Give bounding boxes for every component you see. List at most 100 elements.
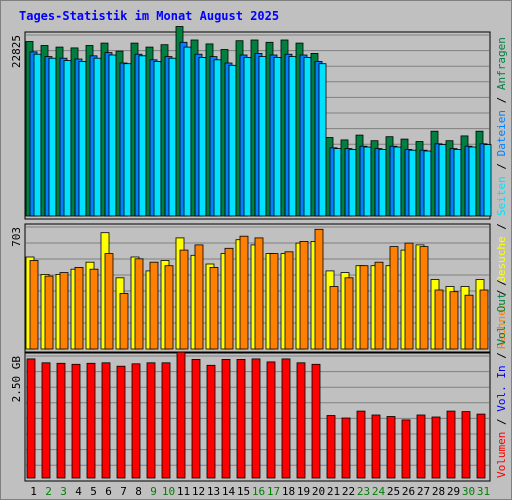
bar-pages-day-24 — [378, 148, 387, 217]
bar-hosts-day-8 — [134, 258, 144, 350]
x-tick-label-day-15: 15 — [237, 485, 250, 498]
bar-volume-day-17 — [266, 361, 276, 479]
bar-hosts-day-16 — [254, 237, 264, 350]
legend-part: / — [495, 346, 508, 366]
bar-volume-day-16 — [251, 358, 261, 479]
x-tick-label-day-5: 5 — [90, 485, 97, 498]
x-tick-label-day-14: 14 — [222, 485, 236, 498]
legend-part: Vol. In — [495, 365, 508, 411]
bar-hosts-day-24 — [374, 261, 384, 350]
bar-hosts-day-31 — [479, 289, 489, 350]
legend-part: / — [495, 156, 508, 176]
bar-hosts-day-13 — [209, 266, 219, 350]
bar-volume-day-3 — [56, 362, 66, 479]
x-tick-label-day-29: 29 — [447, 485, 460, 498]
x-tick-label-day-16: 16 — [252, 485, 265, 498]
bar-pages-day-18 — [288, 56, 297, 217]
bar-volume-day-13 — [206, 364, 216, 479]
x-tick-label-day-9: 9 — [150, 485, 157, 498]
bar-pages-day-1 — [33, 53, 42, 217]
bar-hosts-day-19 — [299, 240, 309, 350]
panel-2-max-label: 703 — [10, 227, 23, 247]
x-tick-label-day-26: 26 — [402, 485, 415, 498]
bar-hosts-day-30 — [464, 294, 474, 350]
bar-volume-day-1 — [26, 358, 36, 479]
bar-hosts-day-5 — [89, 268, 99, 350]
bar-hosts-day-20 — [314, 228, 324, 350]
bar-hosts-day-18 — [284, 251, 294, 350]
bar-pages-day-17 — [273, 57, 282, 217]
bar-pages-day-5 — [93, 57, 102, 217]
bar-hosts-day-25 — [389, 246, 399, 350]
x-tick-label-day-17: 17 — [267, 485, 280, 498]
legend-part: / — [495, 412, 508, 432]
bar-volume-day-5 — [86, 362, 96, 479]
bar-pages-day-9 — [153, 61, 162, 217]
x-tick-label-day-23: 23 — [357, 485, 370, 498]
bar-pages-day-10 — [168, 57, 177, 217]
panel-3-legend: Volumen / Vol. In / Vol. Out / — [495, 279, 508, 478]
x-tick-label-day-24: 24 — [372, 485, 386, 498]
bar-hosts-day-9 — [149, 261, 159, 350]
x-tick-label-day-11: 11 — [177, 485, 190, 498]
x-tick-label-day-31: 31 — [477, 485, 490, 498]
x-tick-label-day-10: 10 — [162, 485, 175, 498]
bar-hosts-day-1 — [29, 260, 39, 350]
bar-pages-day-16 — [258, 56, 267, 217]
bar-volume-day-14 — [221, 358, 231, 479]
x-tick-label-day-21: 21 — [327, 485, 340, 498]
panel-2-legend: Rechner / Besuche / — [495, 223, 508, 349]
bar-pages-day-2 — [48, 57, 57, 217]
bar-pages-day-14 — [228, 64, 237, 217]
legend-part: / — [495, 90, 508, 110]
bar-pages-day-23 — [363, 146, 372, 217]
x-tick-label-day-27: 27 — [417, 485, 430, 498]
bar-pages-day-13 — [213, 59, 222, 217]
bar-hosts-day-7 — [119, 293, 129, 350]
bar-volume-day-11 — [176, 351, 186, 479]
bar-hosts-day-28 — [434, 289, 444, 350]
x-tick-label-day-4: 4 — [75, 485, 82, 498]
bar-volume-day-6 — [101, 362, 111, 479]
x-tick-label-day-18: 18 — [282, 485, 295, 498]
bar-pages-day-28 — [438, 144, 447, 217]
x-tick-label-day-13: 13 — [207, 485, 220, 498]
bar-volume-day-20 — [311, 363, 321, 479]
bar-hosts-day-26 — [404, 242, 414, 350]
legend-part: Rechner — [495, 302, 508, 349]
bar-volume-day-4 — [71, 363, 81, 479]
bar-pages-day-20 — [318, 63, 327, 217]
bar-pages-day-26 — [408, 149, 417, 217]
bar-hosts-day-12 — [194, 244, 204, 350]
panel-1-max-label: 22825 — [10, 35, 23, 68]
x-tick-label-day-20: 20 — [312, 485, 325, 498]
bar-volume-day-12 — [191, 358, 201, 479]
legend-part: Vol. Out — [495, 293, 508, 346]
bar-volume-day-10 — [161, 362, 171, 479]
bar-hosts-day-4 — [74, 266, 84, 350]
bar-pages-day-21 — [333, 148, 342, 217]
x-tick-label-day-1: 1 — [30, 485, 37, 498]
bar-hosts-day-29 — [449, 291, 459, 350]
legend-part: Volumen — [495, 432, 508, 478]
bar-pages-day-22 — [348, 148, 357, 217]
x-tick-label-day-2: 2 — [45, 485, 52, 498]
bar-hosts-day-6 — [104, 253, 114, 350]
bar-pages-day-25 — [393, 146, 402, 217]
bar-pages-day-19 — [303, 57, 312, 217]
bar-hosts-day-27 — [419, 246, 429, 350]
bar-volume-day-29 — [446, 410, 456, 479]
bar-volume-day-2 — [41, 362, 51, 479]
bar-volume-day-19 — [296, 362, 306, 479]
bar-pages-day-15 — [243, 57, 252, 217]
bar-volume-day-22 — [341, 417, 351, 479]
bar-volume-day-9 — [146, 362, 156, 479]
bar-volume-day-27 — [416, 414, 426, 479]
x-tick-label-day-8: 8 — [135, 485, 142, 498]
bar-volume-day-21 — [326, 415, 336, 479]
bar-pages-day-29 — [453, 148, 462, 217]
bar-pages-day-11 — [183, 46, 192, 217]
x-tick-label-day-12: 12 — [192, 485, 205, 498]
bar-hosts-day-2 — [44, 275, 54, 350]
